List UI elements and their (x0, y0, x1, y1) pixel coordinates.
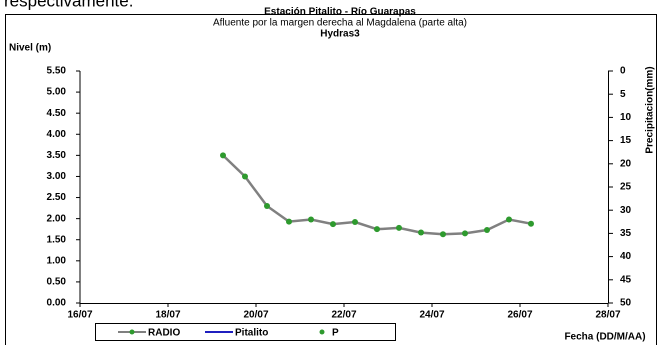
y-tick-label: 5.50 (47, 66, 67, 77)
data-point (418, 229, 424, 236)
y2-tick-label: 35 (620, 228, 632, 239)
y-tick-label: 4.00 (47, 129, 67, 140)
data-point (484, 227, 490, 234)
chart-subtitle: Hydras3 (320, 29, 360, 40)
document-text: respectivamente. (4, 0, 133, 10)
legend-label: RADIO (148, 328, 180, 339)
y2-tick-label: 15 (620, 135, 632, 146)
data-point (396, 224, 402, 231)
y-tick-label: 5.00 (47, 87, 67, 98)
x-tick-label: 24/07 (419, 310, 444, 321)
data-point (286, 218, 292, 225)
y-tick-label: 1.00 (47, 255, 67, 266)
y-tick-label: 1.50 (47, 234, 67, 245)
y-tick-label: 3.00 (47, 171, 67, 182)
legend-box (95, 323, 396, 341)
data-point (506, 216, 512, 223)
x-axis-title: Fecha (DD/M/AA) (564, 332, 645, 343)
y-tick-label: 2.50 (47, 192, 67, 203)
data-point (264, 202, 270, 209)
data-point (528, 220, 534, 227)
y2-axis-title: Precipitacion(mm) (645, 66, 656, 153)
data-point (440, 231, 446, 238)
legend-swatch (129, 329, 135, 335)
data-point (352, 219, 358, 226)
legend-label: P (332, 328, 339, 339)
data-point (330, 221, 336, 228)
y2-tick-label: 45 (620, 274, 632, 285)
data-point (242, 173, 248, 180)
y2-tick-label: 20 (620, 158, 632, 169)
x-tick-label: 20/07 (243, 310, 268, 321)
data-point (462, 230, 468, 237)
y2-tick-label: 25 (620, 182, 632, 193)
y-tick-label: 0.00 (47, 298, 67, 309)
y2-tick-label: 50 (620, 298, 632, 309)
y2-tick-label: 0 (620, 66, 626, 77)
legend-swatch (319, 329, 325, 335)
y-tick-label: 2.00 (47, 213, 67, 224)
y2-tick-label: 10 (620, 112, 632, 123)
x-tick-label: 18/07 (155, 310, 180, 321)
data-point (374, 226, 380, 233)
y-tick-label: 0.50 (47, 277, 67, 288)
y-tick-label: 4.50 (47, 108, 67, 119)
x-tick-label: 16/07 (67, 310, 92, 321)
data-point (308, 216, 314, 223)
y2-tick-label: 5 (620, 89, 626, 100)
y2-tick-label: 30 (620, 205, 632, 216)
legend-label: Pitalito (235, 328, 268, 339)
x-tick-label: 22/07 (331, 310, 356, 321)
x-tick-label: 28/07 (595, 310, 620, 321)
y-tick-label: 3.50 (47, 150, 67, 161)
chart-subtitle: Afluente por la margen derecha al Magdal… (213, 18, 467, 29)
data-point (220, 152, 226, 159)
x-tick-label: 26/07 (507, 310, 532, 321)
chart-title: Estación Pitalito - Río Guarapas (264, 7, 416, 18)
y2-tick-label: 40 (620, 251, 632, 262)
y-axis-title: Nivel (m) (9, 43, 51, 54)
